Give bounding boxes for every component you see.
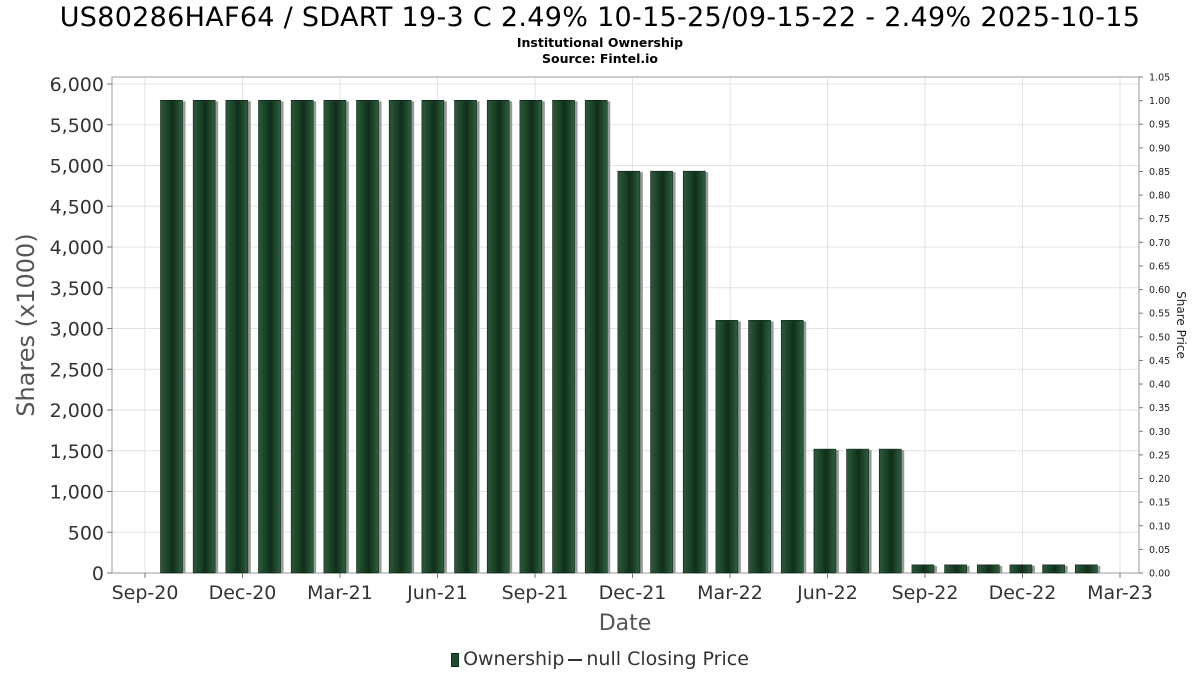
ownership-bar bbox=[421, 100, 445, 574]
x-tick-label: Jun-22 bbox=[796, 582, 858, 604]
y-tick-label: 4,000 bbox=[50, 237, 104, 259]
y2-tick-label: 0.60 bbox=[1149, 285, 1170, 296]
y2-tick-label: 0.75 bbox=[1149, 214, 1170, 225]
y-tick-label: 6,000 bbox=[50, 74, 104, 96]
x-tick-label: Mar-23 bbox=[1087, 582, 1153, 604]
x-tick-label: Sep-22 bbox=[892, 582, 959, 604]
ownership-bar bbox=[715, 320, 739, 574]
legend-ownership-label: Ownership bbox=[463, 648, 565, 670]
ownership-bar bbox=[486, 100, 510, 574]
ownership-bar bbox=[192, 100, 216, 574]
y-tick-label: 4,500 bbox=[50, 196, 104, 218]
y-tick-label: 1,500 bbox=[50, 441, 104, 463]
y-tick-label: 500 bbox=[68, 522, 104, 544]
y2-tick-label: 0.85 bbox=[1149, 167, 1170, 178]
y2-tick-label: 0.55 bbox=[1149, 309, 1170, 320]
y2-tick-label: 0.50 bbox=[1149, 332, 1170, 343]
ownership-bar bbox=[878, 448, 902, 574]
ownership-bar bbox=[323, 100, 347, 574]
ownership-bar bbox=[258, 100, 281, 574]
y2-tick-label: 0.10 bbox=[1149, 521, 1170, 532]
y2-tick-label: 0.40 bbox=[1149, 380, 1170, 391]
y2-tick-label: 0.65 bbox=[1149, 261, 1170, 272]
y2-tick-label: 0.95 bbox=[1149, 120, 1170, 131]
ownership-bar bbox=[290, 100, 314, 574]
bars bbox=[160, 100, 1101, 574]
chart-subtitle: Institutional Ownership bbox=[516, 35, 684, 50]
y2-tick-label: 0.90 bbox=[1149, 143, 1170, 154]
x-tick-label: Dec-22 bbox=[989, 582, 1057, 604]
x-tick-label: Jun-21 bbox=[406, 582, 468, 604]
x-tick-label: Dec-20 bbox=[209, 582, 277, 604]
y2-tick-label: 0.05 bbox=[1149, 545, 1170, 556]
y-tick-label: 3,000 bbox=[50, 319, 104, 341]
chart-title: US80286HAF64 / SDART 19-3 C 2.49% 10-15-… bbox=[59, 2, 1141, 33]
ownership-bar bbox=[454, 100, 477, 574]
ownership-bar bbox=[160, 100, 183, 574]
ownership-bar bbox=[1009, 564, 1033, 574]
y2-tick-label: 0.45 bbox=[1149, 356, 1170, 367]
y2-tick-label: 1.00 bbox=[1149, 96, 1170, 107]
y-axis: 0 500 1,000 1,500 2,000 2,500 3,000 3,500 4,000 4… bbox=[50, 74, 112, 585]
legend-ownership-swatch bbox=[451, 652, 460, 667]
y-tick-label: 1,000 bbox=[50, 482, 104, 504]
y2-tick-label: 0.35 bbox=[1149, 403, 1170, 414]
ownership-bar bbox=[1042, 564, 1065, 574]
y-tick-label: 2,500 bbox=[50, 359, 104, 381]
ownership-bar bbox=[944, 564, 967, 574]
y-tick-label: 2,000 bbox=[50, 400, 104, 422]
y2-axis: 0.00 0.05 0.10 0.15 0.20 0.25 0.30 0.35 0.40 0.45… bbox=[1139, 73, 1170, 580]
y-tick-label: 5,000 bbox=[50, 156, 104, 178]
x-axis-label: Date bbox=[599, 611, 652, 636]
ownership-bar bbox=[225, 100, 249, 574]
y2-axis-label: Share Price bbox=[1174, 291, 1188, 359]
ownership-bar bbox=[519, 100, 543, 574]
y2-tick-label: 0.30 bbox=[1149, 427, 1170, 438]
ownership-bar bbox=[650, 170, 673, 574]
y2-tick-label: 0.00 bbox=[1149, 569, 1170, 580]
y-tick-label: 5,500 bbox=[50, 115, 104, 137]
ownership-bar bbox=[1074, 564, 1098, 574]
x-tick-label: Mar-22 bbox=[697, 582, 763, 604]
y2-tick-label: 0.20 bbox=[1149, 474, 1170, 485]
y2-tick-label: 1.05 bbox=[1149, 73, 1170, 84]
ownership-bar bbox=[682, 170, 706, 574]
chart-source: Source: Fintel.io bbox=[542, 51, 658, 66]
x-tick-label: Sep-21 bbox=[502, 582, 569, 604]
y2-tick-label: 0.25 bbox=[1149, 450, 1170, 461]
ownership-bar bbox=[911, 564, 935, 574]
ownership-bar bbox=[748, 320, 771, 574]
y2-tick-label: 0.15 bbox=[1149, 498, 1170, 509]
y-axis-label: Shares (x1000) bbox=[12, 233, 40, 416]
x-tick-label: Dec-21 bbox=[599, 582, 667, 604]
x-tick-label: Sep-20 bbox=[112, 582, 179, 604]
legend-price-label: null Closing Price bbox=[586, 648, 749, 670]
ownership-bar bbox=[976, 564, 1000, 574]
ownership-bar bbox=[780, 320, 804, 574]
ownership-bar bbox=[356, 100, 379, 574]
ownership-bar bbox=[552, 100, 575, 574]
x-tick-label: Mar-21 bbox=[307, 582, 373, 604]
ownership-bar bbox=[584, 100, 608, 574]
ownership-bar bbox=[846, 448, 869, 574]
legend-price-line bbox=[568, 658, 583, 661]
y2-tick-label: 0.70 bbox=[1149, 238, 1170, 249]
y-tick-label: 0 bbox=[92, 563, 104, 585]
ownership-bar bbox=[388, 100, 412, 574]
ownership-bar bbox=[813, 448, 837, 574]
y2-tick-label: 0.80 bbox=[1149, 191, 1170, 202]
x-axis: Sep-20 Dec-20 Mar-21 Jun-21 Sep-21 Dec-21 Mar-… bbox=[112, 573, 1153, 604]
y-tick-label: 3,500 bbox=[50, 278, 104, 300]
legend: Ownership null Closing Price bbox=[0, 648, 1200, 670]
ownership-bar bbox=[617, 170, 641, 574]
